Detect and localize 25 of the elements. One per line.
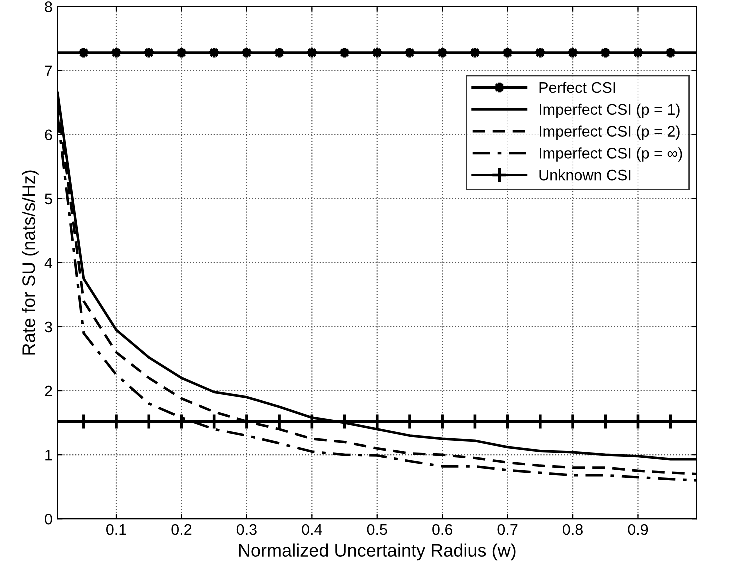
x-tick-label: 0.8 — [563, 524, 583, 536]
legend-label: Unknown CSI — [540, 170, 631, 181]
legend-label: Perfect CSI — [540, 82, 616, 94]
y-tick-label: 7 — [45, 66, 52, 76]
x-tick-label: 0.3 — [236, 524, 257, 536]
x-tick-label: 0.4 — [302, 524, 322, 536]
legend-label: Imperfect CSI (p = 2) — [540, 126, 680, 140]
y-tick-label: 3 — [45, 322, 52, 333]
x-axis-title: Normalized Uncertainty Radius (w) — [239, 544, 516, 561]
y-tick-label: 5 — [45, 194, 52, 205]
y-tick-label: 8 — [45, 2, 52, 12]
y-tick-label: 1 — [46, 450, 52, 461]
x-tick-label: 0.2 — [172, 524, 192, 536]
y-tick-label: 4 — [44, 258, 53, 268]
x-tick-label: 0.7 — [498, 524, 518, 536]
legend-label: Imperfect CSI (p = ∞) — [540, 148, 682, 162]
legend-label: Imperfect CSI (p = 1) — [540, 104, 680, 118]
x-tick-label: 0.5 — [367, 524, 388, 536]
x-tick-label: 0.9 — [628, 524, 648, 536]
x-tick-label: 0.6 — [432, 524, 453, 536]
x-tick-label: 0.1 — [106, 524, 126, 536]
y-tick-label: 6 — [45, 130, 52, 141]
y-tick-label: 2 — [45, 386, 52, 397]
y-axis-title: Rate for SU (nats/s/Hz) — [22, 170, 39, 355]
y-tick-label: 0 — [45, 514, 52, 525]
